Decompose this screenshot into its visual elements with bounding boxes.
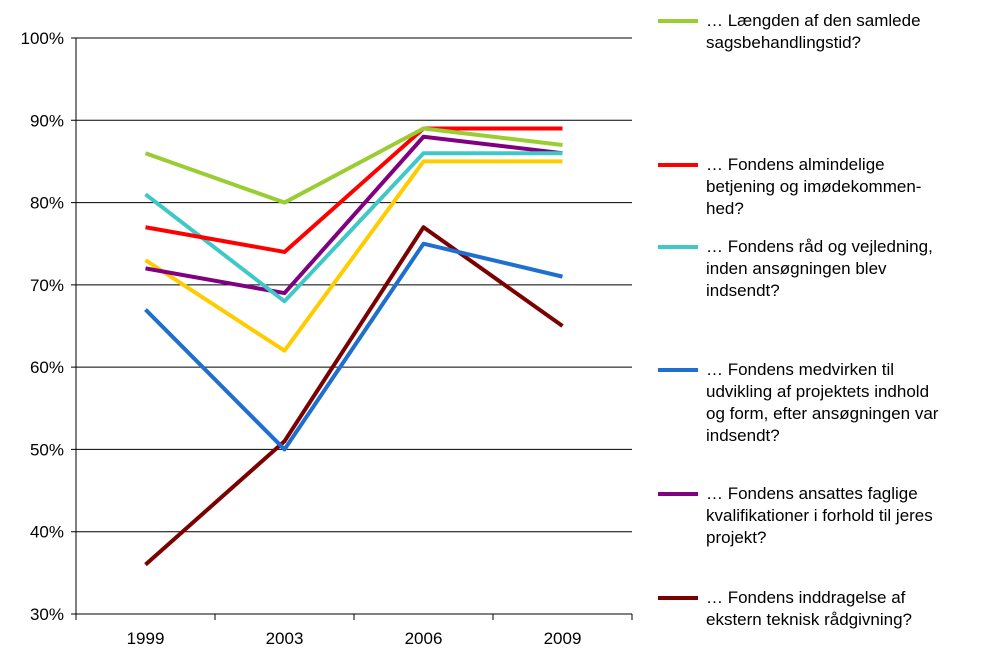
- legend-swatch: [658, 245, 698, 249]
- x-tick-label: 2006: [405, 629, 443, 648]
- y-tick-label: 80%: [30, 194, 64, 213]
- legend-swatch: [658, 596, 698, 600]
- legend-swatch: [658, 19, 698, 23]
- series-line: [144, 126, 563, 205]
- x-tick-label: 2009: [544, 629, 582, 648]
- line-chart: 30% 40% 50% 60% 70% 80% 90% 100% 1999 2003 2006 20…: [21, 29, 633, 648]
- legend-swatch: [658, 368, 698, 372]
- legend-swatch: [658, 163, 698, 167]
- legend: … Længden af den samlede sagsbehandlings…: [658, 0, 996, 652]
- y-tick-label: 30%: [30, 605, 64, 624]
- series-lines: [144, 126, 564, 567]
- legend-label: … Fondens almindelige betjening og imøde…: [706, 155, 922, 218]
- legend-swatch: [658, 492, 698, 496]
- gridlines: [71, 37, 632, 615]
- series-line: [144, 241, 563, 452]
- y-tick-label: 100%: [21, 29, 64, 48]
- legend-label: … Fondens medvirken til udvikling af pro…: [706, 360, 939, 445]
- legend-label: … Fondens ansattes faglige kvalifikation…: [706, 484, 933, 547]
- legend-label: … Længden af den samlede sagsbehandlings…: [706, 11, 921, 52]
- y-tick-label: 90%: [30, 111, 64, 130]
- series-line: [145, 134, 563, 296]
- y-tick-label: 60%: [30, 358, 64, 377]
- series-line: [144, 151, 563, 304]
- x-tick-labels: 1999 2003 2006 2009: [127, 629, 582, 648]
- legend-label: … Fondens råd og vejledning, inden ansøg…: [706, 237, 933, 300]
- series-line: [145, 126, 563, 254]
- y-tick-label: 70%: [30, 276, 64, 295]
- x-tick-label: 2003: [266, 629, 304, 648]
- y-tick-label: 40%: [30, 523, 64, 542]
- y-tick-label: 50%: [30, 440, 64, 459]
- axes: [75, 38, 633, 620]
- y-tick-labels: 30% 40% 50% 60% 70% 80% 90% 100%: [21, 29, 64, 624]
- series-line: [144, 225, 564, 567]
- legend-label: … Fondens inddragelse af ekstern teknisk…: [706, 588, 913, 629]
- series-line-unlabeled: [144, 159, 563, 353]
- x-tick-label: 1999: [127, 629, 165, 648]
